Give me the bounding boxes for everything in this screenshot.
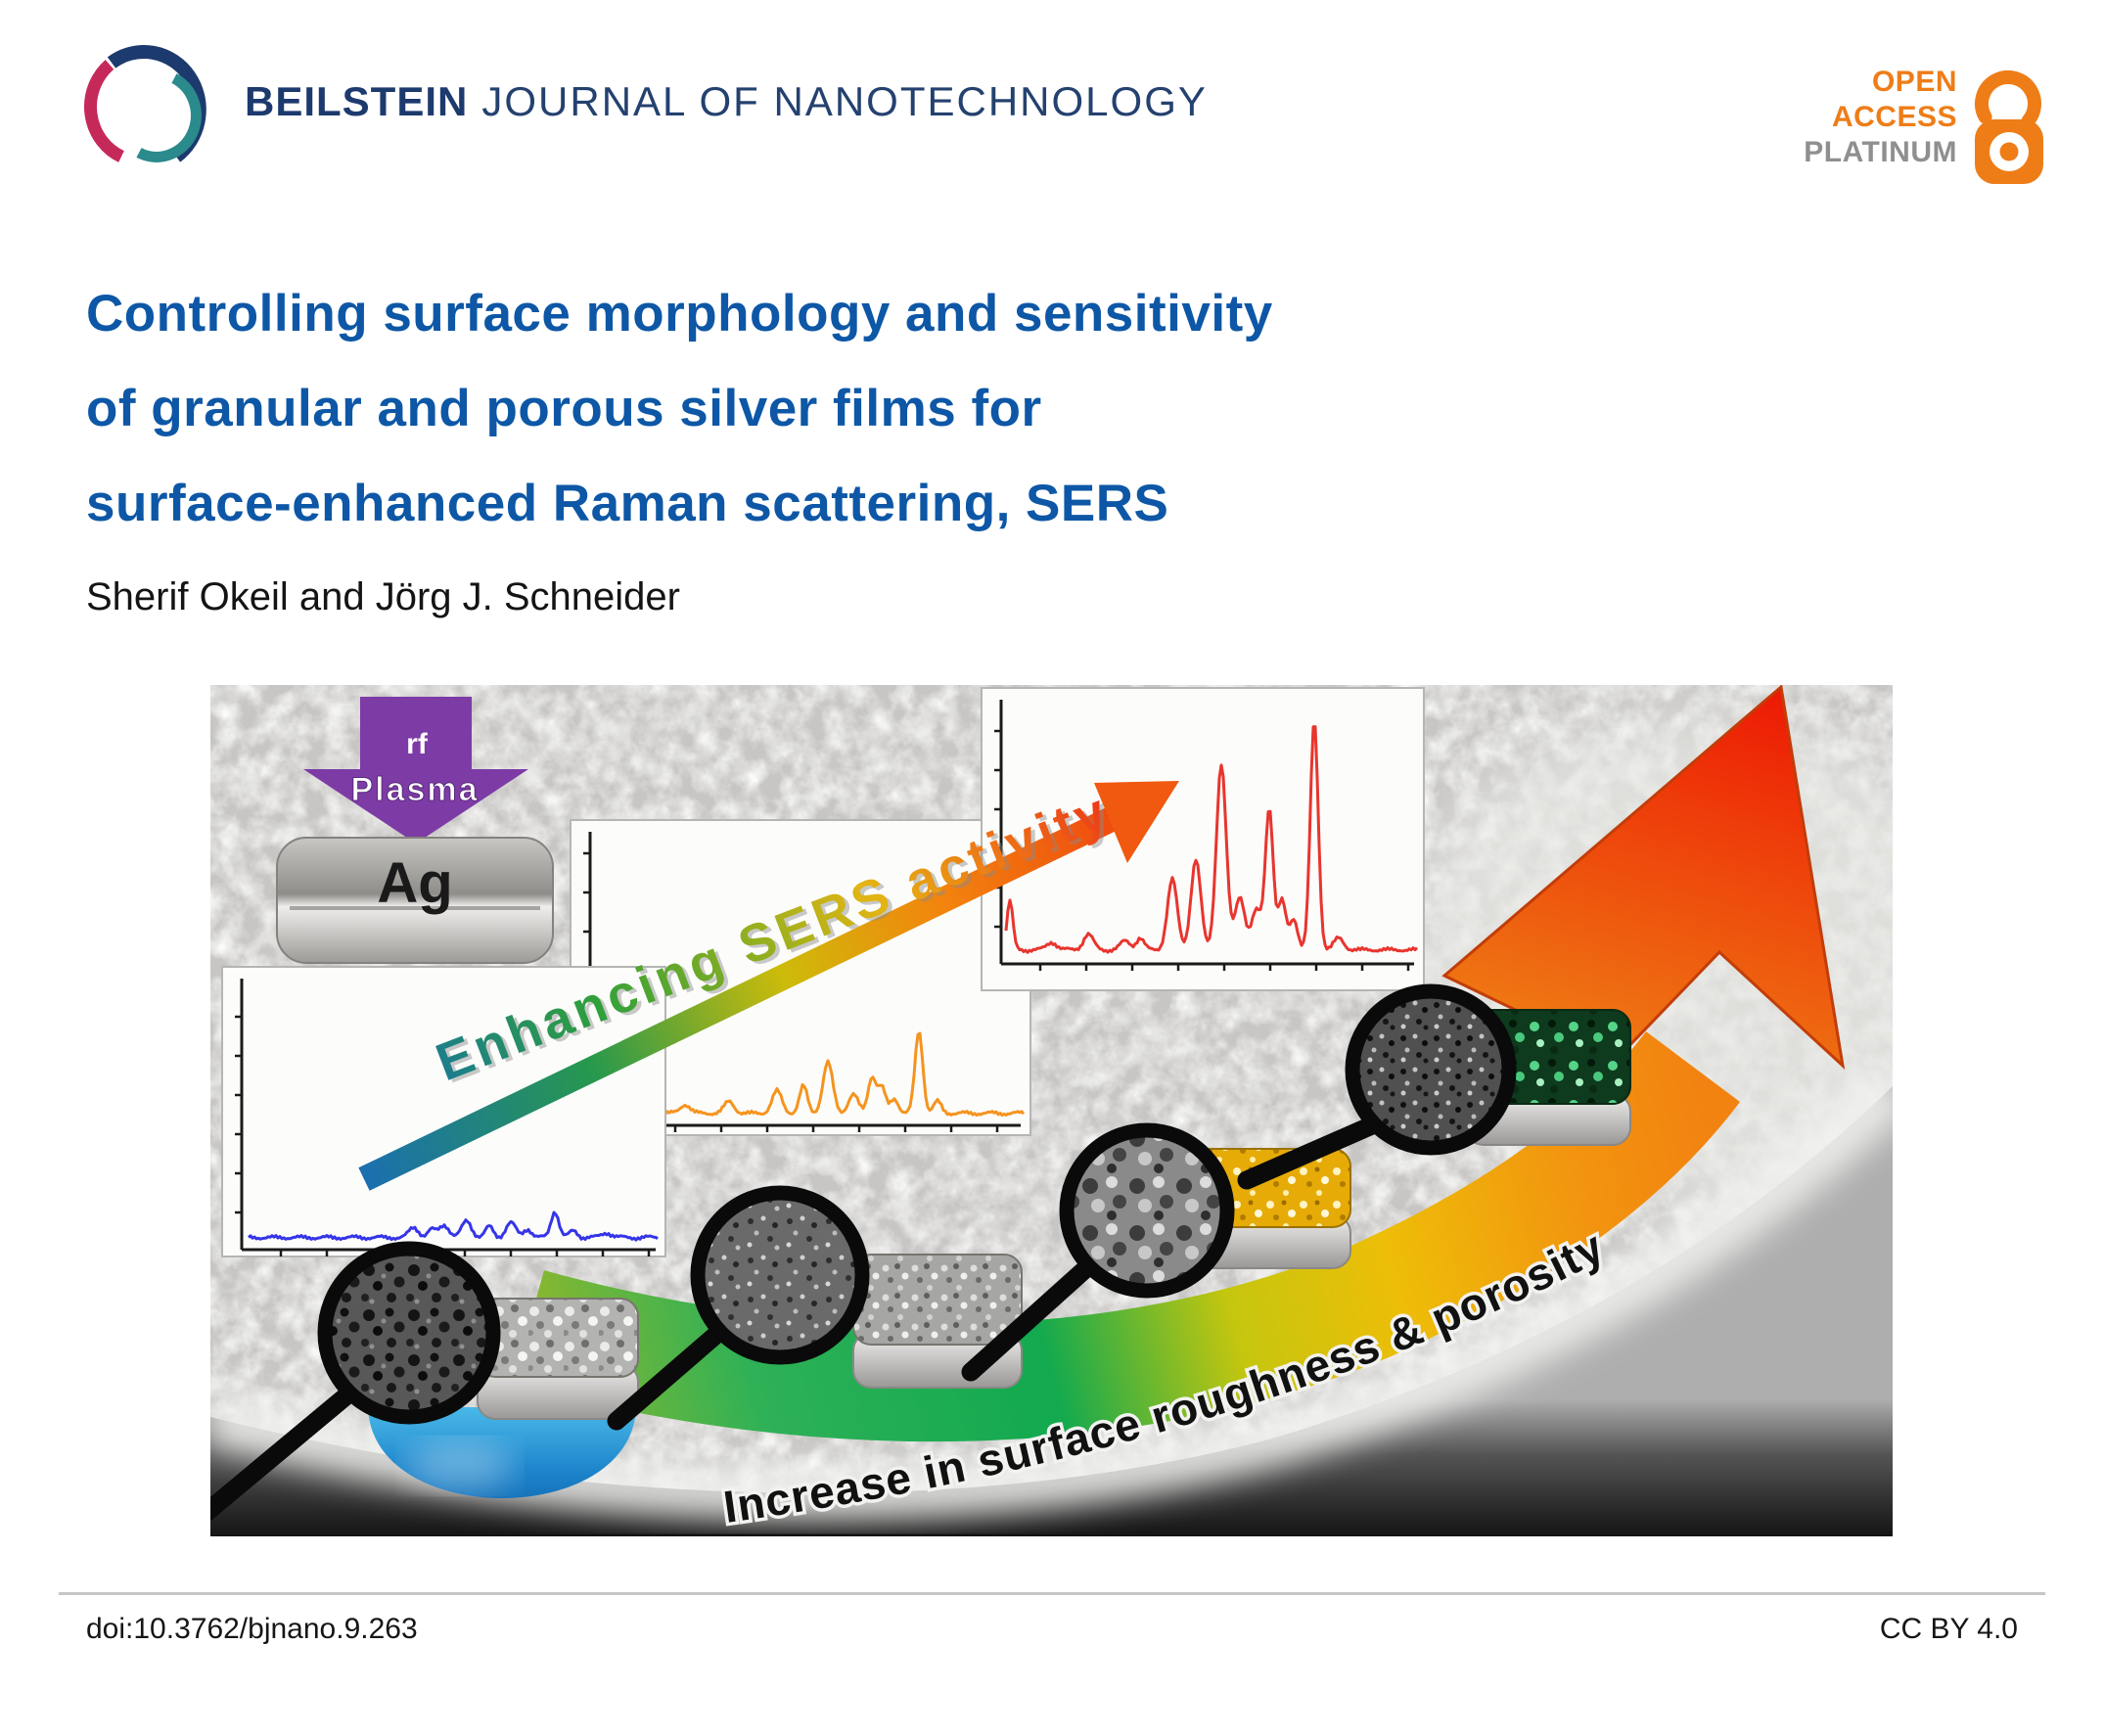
magnifier-1 — [210, 1241, 501, 1522]
open-access-lock-icon — [1975, 70, 2043, 184]
spectrum-trace — [596, 1031, 1026, 1118]
logo-arc-teal — [136, 73, 202, 162]
open-access-line1: OPEN — [1871, 66, 1957, 98]
sample-slab-2 — [852, 1254, 1023, 1389]
magnifier2-lens — [690, 1185, 870, 1365]
raman-spectrum-weak — [221, 966, 666, 1257]
dark-foreground — [210, 1086, 1893, 1536]
enhancement-arrow-shaft — [358, 800, 1131, 1191]
doi-text: doi:10.3762/bjnano.9.263 — [86, 1613, 418, 1645]
magnifier-3 — [961, 1122, 1235, 1382]
magnifier4-lens — [1345, 983, 1517, 1156]
logo-arc-crimson — [84, 60, 125, 162]
magnifier3-lens — [1059, 1122, 1235, 1299]
spectrum-trace — [1004, 725, 1419, 954]
slab2-film — [852, 1254, 1023, 1346]
title-line-2: of granular and porous silver films for — [86, 380, 1042, 437]
open-access-badge: OPEN ACCESS PLATINUM — [1804, 65, 1957, 170]
plasma-label-plasma: Plasma — [350, 771, 479, 808]
magnifier1-handle — [210, 1388, 354, 1522]
silver-substrate — [276, 837, 554, 964]
footer: doi:10.3762/bjnano.9.263 CC BY 4.0 — [59, 1592, 2045, 1646]
magnifier4-handle — [1237, 1116, 1382, 1190]
rf-plasma-arrow-icon — [303, 697, 528, 844]
article-title: Controlling surface morphology and sensi… — [86, 266, 1273, 551]
journal-name-rest: JOURNAL OF NANOTECHNOLOGY — [481, 78, 1208, 124]
lock-shackle — [1975, 70, 2041, 137]
title-line-3: surface-enhanced Raman scattering, SERS — [86, 475, 1169, 532]
magnifier1-lens — [317, 1241, 501, 1425]
beilstein-logo — [84, 45, 206, 162]
magnifier2-handle — [607, 1323, 728, 1431]
spectrum-panel — [221, 966, 666, 1257]
magnifier-2 — [607, 1185, 870, 1431]
journal-name: BEILSTEIN JOURNAL OF NANOTECHNOLOGY — [245, 78, 1208, 125]
enhancement-arrow-head — [1094, 781, 1179, 863]
open-access-line3: PLATINUM — [1804, 136, 1957, 168]
rainbow-arrow-shaft — [513, 1030, 1740, 1442]
lock-dot — [1999, 142, 2019, 161]
rainbow-arrow-head — [1441, 685, 1846, 1071]
magnifier-4 — [1237, 983, 1517, 1190]
open-access-line2: ACCESS — [1831, 101, 1957, 133]
sample-slab-1 — [477, 1298, 639, 1420]
graphical-abstract: rf Plasma Ag Increase in surface roughne… — [210, 685, 1893, 1536]
license-text: CC BY 4.0 — [1879, 1613, 2018, 1645]
journal-name-bold: BEILSTEIN — [245, 78, 469, 124]
plasma-label-rf: rf — [406, 728, 429, 760]
title-line-1: Controlling surface morphology and sensi… — [86, 285, 1273, 343]
magnifier3-handle — [961, 1258, 1096, 1382]
slab1-film — [477, 1298, 639, 1378]
disc-highlight — [406, 1440, 514, 1491]
authors-line: Sherif Okeil and Jörg J. Schneider — [86, 575, 680, 618]
spectrum-trace — [248, 1211, 659, 1242]
substrate-label: Ag — [377, 851, 452, 915]
